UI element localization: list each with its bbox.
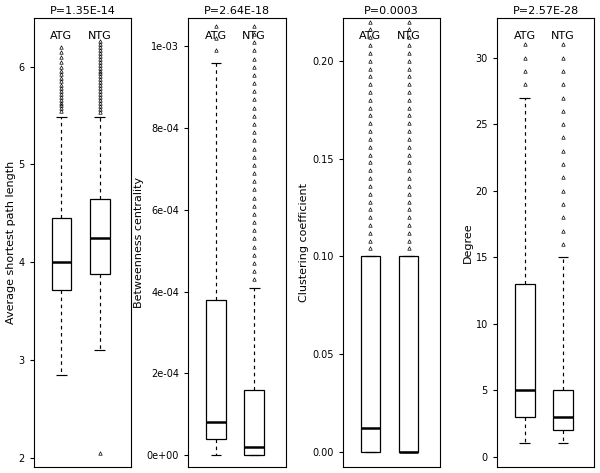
Y-axis label: Degree: Degree <box>463 222 473 263</box>
Bar <box>515 284 535 417</box>
Text: ATG: ATG <box>514 31 536 41</box>
Title: P=1.35E-14: P=1.35E-14 <box>49 6 115 16</box>
Bar <box>52 218 71 289</box>
Bar <box>206 300 226 439</box>
Bar <box>244 390 264 455</box>
Y-axis label: Average shortest path length: Average shortest path length <box>5 161 16 324</box>
Bar <box>90 199 110 274</box>
Bar <box>399 256 418 452</box>
Text: NTG: NTG <box>551 31 575 41</box>
Title: P=2.57E-28: P=2.57E-28 <box>512 6 579 16</box>
Text: ATG: ATG <box>50 31 73 41</box>
Text: NTG: NTG <box>242 31 266 41</box>
Title: P=0.0003: P=0.0003 <box>364 6 419 16</box>
Text: ATG: ATG <box>359 31 382 41</box>
Y-axis label: Clustering coefficient: Clustering coefficient <box>299 183 309 302</box>
Text: NTG: NTG <box>88 31 112 41</box>
Bar <box>553 390 573 430</box>
Text: NTG: NTG <box>397 31 421 41</box>
Bar <box>361 256 380 452</box>
Text: ATG: ATG <box>205 31 227 41</box>
Title: P=2.64E-18: P=2.64E-18 <box>204 6 270 16</box>
Y-axis label: Betweenness centrality: Betweenness centrality <box>134 177 144 308</box>
